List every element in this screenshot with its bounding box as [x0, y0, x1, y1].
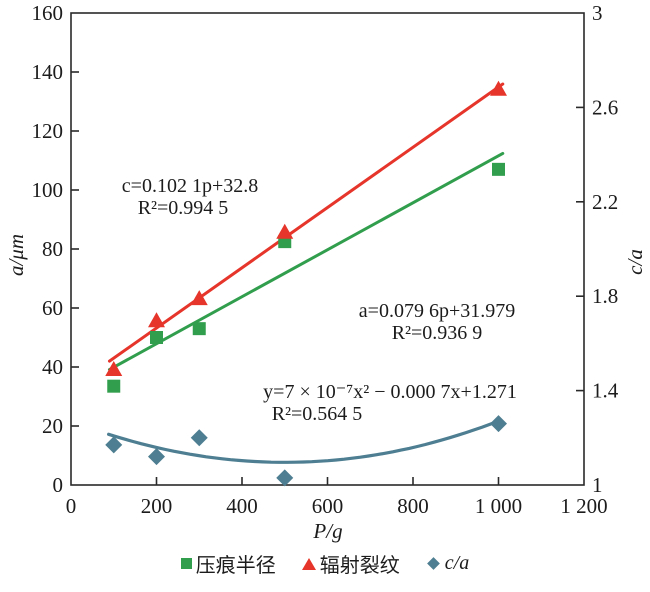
left-axis-tick-label: 80: [42, 237, 63, 261]
left-axis-tick-label: 160: [32, 1, 64, 25]
data-point-square: [492, 162, 505, 176]
x-axis-title: P/g: [313, 519, 343, 543]
data-point-triangle: [148, 312, 165, 328]
x-axis-tick-label: 600: [312, 494, 344, 518]
x-axis-tick-label: 0: [66, 494, 77, 518]
right-axis-tick-label: 2.2: [592, 190, 618, 214]
fit-line-triangle: [107, 82, 505, 363]
fit-curve-ca-ratio: [106, 419, 501, 464]
data-point-triangle: [490, 80, 507, 96]
equation-indent-r2: R²=0.936 9: [391, 322, 483, 344]
data-point-triangle: [105, 360, 123, 376]
x-axis-tick-label: 800: [397, 494, 429, 518]
equation-ratio-fit: y=7 × 10⁻⁷x² − 0.000 7x+1.271: [263, 381, 517, 403]
left-axis-tick-label: 40: [42, 355, 63, 379]
left-axis-tick-label: 120: [32, 119, 64, 143]
left-axis-title: a/μm: [4, 233, 28, 277]
x-axis-tick-label: 200: [141, 494, 173, 518]
right-axis-tick-label: 3: [592, 1, 603, 25]
legend-item-ca-ratio: c/a: [426, 552, 469, 575]
data-point-square: [150, 331, 163, 344]
x-axis-tick-label: 1 000: [475, 494, 522, 518]
data-point-triangle: [190, 290, 208, 306]
right-axis-tick-label: 1.8: [592, 284, 618, 308]
data-point-triangle: [276, 223, 294, 239]
fit-line-square: [107, 151, 505, 372]
data-point-diamond: [148, 448, 165, 466]
legend-label: 辐射裂纹: [319, 555, 400, 577]
legend-item-radial-crack: 辐射裂纹: [301, 549, 400, 578]
triangle-marker-icon: [301, 557, 316, 570]
data-point-diamond: [276, 469, 294, 487]
data-point-square: [107, 379, 121, 393]
x-axis-tick-label: 400: [226, 494, 258, 518]
diamond-marker-icon: [426, 557, 440, 570]
equation-ratio-r2: R²=0.564 5: [271, 403, 363, 425]
right-axis-tick-label: 1.4: [592, 379, 619, 403]
left-axis-tick-label: 60: [42, 296, 63, 320]
legend-label: c/a: [444, 552, 470, 574]
data-point-diamond: [105, 436, 123, 454]
data-point-square: [192, 322, 206, 336]
equation-crack-r2: R²=0.994 5: [137, 197, 229, 219]
legend-label: 压痕半径: [195, 555, 276, 577]
equation-indent-fit: a=0.079 6p+31.979: [358, 300, 516, 322]
right-axis-tick-label: 2.6: [592, 95, 618, 119]
left-axis-tick-label: 100: [32, 178, 64, 202]
square-marker-icon: [180, 558, 192, 569]
left-axis-tick-label: 140: [32, 60, 64, 84]
data-point-diamond: [190, 429, 208, 447]
data-point-diamond: [490, 415, 507, 433]
right-axis-tick-label: 1: [592, 473, 603, 497]
left-axis-tick-label: 20: [42, 414, 63, 438]
legend-item-indentation-radius: 压痕半径: [180, 549, 276, 578]
legend: 压痕半径 辐射裂纹 c/a: [0, 549, 650, 578]
x-axis-tick-label: 1 200: [560, 494, 607, 518]
right-axis-title: c/a: [623, 249, 647, 275]
equation-crack-fit: c=0.102 1p+32.8: [121, 175, 259, 197]
left-axis-tick-label: 0: [53, 473, 64, 497]
